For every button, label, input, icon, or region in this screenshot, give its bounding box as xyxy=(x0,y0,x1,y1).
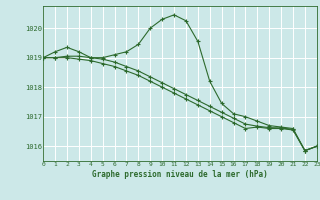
X-axis label: Graphe pression niveau de la mer (hPa): Graphe pression niveau de la mer (hPa) xyxy=(92,170,268,179)
